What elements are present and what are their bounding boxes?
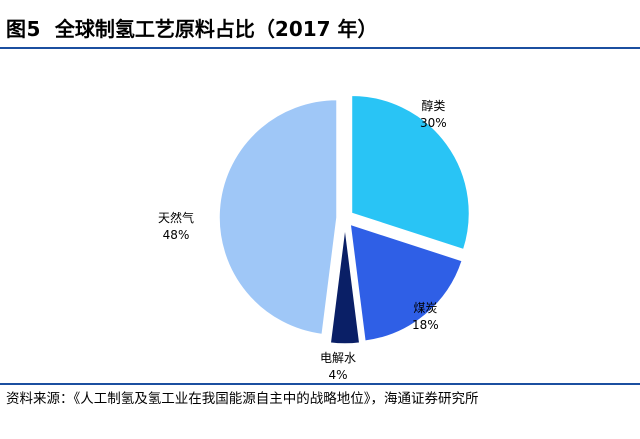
title-rule bbox=[0, 47, 640, 49]
figure-title: 图5 全球制氢工艺原料占比（2017 年） bbox=[6, 4, 634, 56]
source-note: 资料来源：《人工制氢及氢工业在我国能源自主中的战略地位》，海通证券研究所 bbox=[6, 391, 479, 407]
pie-label-value: 30% bbox=[420, 116, 447, 130]
figure-number: 图5 bbox=[6, 16, 41, 41]
source-rule bbox=[0, 383, 640, 385]
pie-label-name: 电解水 bbox=[320, 351, 357, 365]
figure-title-text: 全球制氢工艺原料占比（2017 年） bbox=[54, 16, 378, 41]
pie-slice-2 bbox=[329, 225, 361, 345]
pie-label-3: 天然气 48% bbox=[158, 210, 194, 244]
pie-label-value: 4% bbox=[328, 368, 348, 382]
pie-slice-0 bbox=[350, 94, 471, 251]
pie-label-0: 醇类 30% bbox=[420, 98, 447, 132]
pie-label-2: 电解水 4% bbox=[320, 350, 356, 384]
pie-label-value: 18% bbox=[412, 318, 439, 332]
pie-label-name: 醇类 bbox=[421, 99, 446, 113]
pie-label-name: 煤炭 bbox=[413, 301, 438, 315]
pie-chart bbox=[218, 94, 471, 345]
pie-label-value: 48% bbox=[162, 228, 190, 242]
pie-slice-3 bbox=[218, 98, 338, 336]
pie-slice-1 bbox=[349, 223, 464, 343]
pie-label-1: 煤炭 18% bbox=[412, 300, 439, 334]
pie-label-name: 天然气 bbox=[158, 211, 195, 225]
